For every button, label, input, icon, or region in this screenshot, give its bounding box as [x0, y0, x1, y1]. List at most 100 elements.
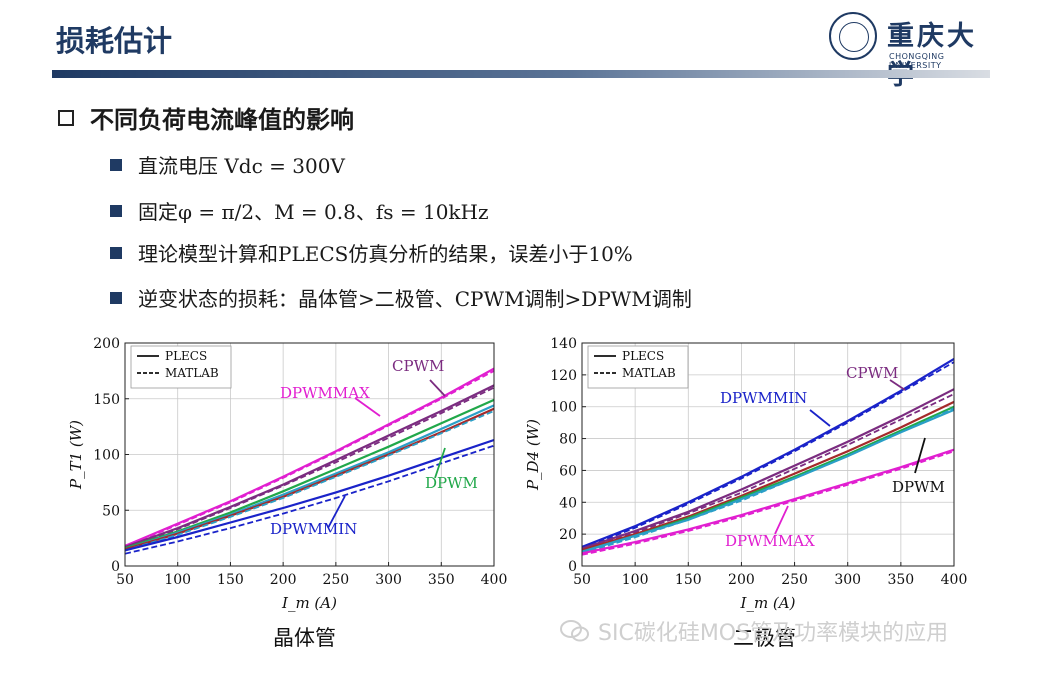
series-line-cpwm — [581, 388, 955, 550]
x-tick-label: 150 — [675, 572, 702, 588]
series-line-dpwmmin — [581, 361, 955, 550]
university-seal-icon — [829, 12, 877, 60]
series-line-cpwm — [124, 386, 495, 550]
annotation-label-dpwmmin: DPWMMIN — [720, 389, 807, 407]
y-tick-label: 50 — [102, 503, 120, 519]
checkbox-bullet-icon — [58, 109, 74, 126]
series-line-cpwm — [124, 384, 495, 549]
section-heading-text: 不同负荷电流峰值的影响 — [90, 106, 354, 134]
x-axis-label: I_m (A) — [740, 594, 796, 612]
legend-box — [587, 345, 689, 389]
wechat-icon — [560, 620, 589, 642]
y-tick-label: 0 — [111, 559, 120, 575]
diode-loss-chart: 50 100 150 200 250 300 350 400 0 20 40 60 80 100 120 14… — [524, 336, 968, 612]
annotation-pointer — [774, 505, 789, 535]
series-line-dpwm — [124, 410, 495, 552]
annotation-label-cpwm: CPWM — [392, 357, 444, 375]
annotation-label-dpwm: DPWM — [892, 478, 945, 496]
y-tick-label: 100 — [550, 400, 577, 416]
series-line-dpwmmax — [581, 448, 955, 555]
x-tick-label: 400 — [941, 572, 968, 588]
bullet-text: 理论模型计算和PLECS仿真分析的结果，误差小于10% — [138, 242, 633, 266]
annotation-label-dpwmmin: DPWMMIN — [270, 520, 357, 538]
y-tick-label: 140 — [550, 336, 577, 352]
x-tick-label: 250 — [781, 572, 808, 588]
x-tick-label: 250 — [322, 572, 349, 588]
series-line-dpwm — [581, 408, 955, 553]
x-tick-label: 350 — [428, 572, 455, 588]
x-tick-label: 50 — [573, 572, 591, 588]
plot-frame — [581, 342, 955, 567]
series-line-dpwmmin — [581, 357, 955, 548]
x-tick-label: 100 — [622, 572, 649, 588]
legend-label: MATLAB — [622, 366, 676, 380]
x-tick-label: 100 — [164, 572, 191, 588]
annotation-pointer — [327, 495, 346, 529]
x-tick-label: 150 — [217, 572, 244, 588]
x-tick-label: 350 — [887, 572, 914, 588]
legend-box — [130, 345, 232, 389]
y-tick-label: 120 — [550, 368, 577, 384]
annotation-label-cpwm: CPWM — [846, 364, 898, 382]
legend-label: PLECS — [622, 349, 664, 363]
x-tick-label: 300 — [834, 572, 861, 588]
chart-caption-transistor: 晶体管 — [273, 626, 336, 650]
annotation-pointer — [429, 379, 446, 397]
bullet-item: 逆变状态的损耗：晶体管>二极管、CPWM调制>DPWM调制 — [110, 283, 692, 312]
bullet-item: 固定φ = π/2、M = 0.8、fs = 10kHz — [110, 196, 489, 225]
series-line-dpwmmin — [124, 444, 495, 555]
series-line-dpwmmax — [581, 450, 955, 556]
bullet-text: 逆变状态的损耗：晶体管>二极管、CPWM调制>DPWM调制 — [138, 287, 692, 311]
series-line-dpwm — [124, 407, 495, 551]
legend-label: PLECS — [165, 349, 207, 363]
y-tick-label: 0 — [568, 559, 577, 575]
annotation-pointer — [914, 437, 926, 474]
series-line-dpwmmax — [124, 367, 495, 547]
series-line-dpwmmax — [124, 370, 495, 548]
legend-label: MATLAB — [165, 366, 219, 380]
x-axis-label: I_m (A) — [281, 594, 337, 612]
y-axis-label: P_D4 (W) — [524, 419, 542, 491]
y-tick-label: 200 — [93, 336, 120, 352]
series-line-dpwm — [581, 407, 955, 555]
bullet-item: 理论模型计算和PLECS仿真分析的结果，误差小于10% — [110, 238, 633, 267]
bullet-text: 固定φ = π/2、M = 0.8、fs = 10kHz — [138, 200, 489, 224]
y-tick-label: 40 — [559, 495, 577, 511]
series-line-dpwm — [124, 398, 495, 550]
x-tick-label: 300 — [375, 572, 402, 588]
y-tick-label: 80 — [559, 432, 577, 448]
y-tick-label: 60 — [559, 463, 577, 479]
section-heading: 不同负荷电流峰值的影响 — [58, 100, 354, 135]
bullet-item: 直流电压 Vdc = 300V — [110, 150, 345, 179]
x-tick-label: 200 — [728, 572, 755, 588]
watermark-text: SIC碳化硅MOS管及功率模块的应用 — [598, 621, 949, 646]
annotation-pointer — [434, 447, 446, 479]
y-tick-label: 20 — [559, 527, 577, 543]
square-bullet-icon — [110, 204, 122, 217]
y-axis-label: P_T1 (W) — [67, 420, 85, 490]
logo-english-name: CHONGQING UNIVERSITY — [889, 52, 945, 70]
chart-caption-diode: 二极管 — [733, 626, 796, 650]
x-tick-label: 50 — [116, 572, 134, 588]
annotation-pointer — [354, 397, 381, 417]
x-tick-label: 400 — [481, 572, 508, 588]
square-bullet-icon — [110, 291, 122, 304]
annotation-label-dpwmmax: DPWMMAX — [280, 384, 370, 402]
series-line-dpwm — [581, 400, 955, 552]
title-divider — [52, 70, 990, 78]
slide-title: 损耗估计 — [56, 24, 173, 58]
annotation-label-dpwm: DPWM — [425, 474, 478, 492]
series-line-dpwmmin — [124, 438, 495, 552]
watermark: SIC碳化硅MOS管及功率模块的应用 — [560, 615, 948, 647]
y-tick-label: 100 — [93, 448, 120, 464]
annotation-label-dpwmmax: DPWMMAX — [725, 532, 815, 550]
x-tick-label: 200 — [270, 572, 297, 588]
annotation-pointer — [889, 379, 906, 391]
university-logo: 重庆大学 CHONGQING UNIVERSITY — [829, 12, 999, 91]
y-tick-label: 150 — [93, 392, 120, 408]
square-bullet-icon — [110, 246, 122, 259]
square-bullet-icon — [110, 158, 122, 171]
annotation-pointer — [809, 409, 831, 427]
series-line-cpwm — [581, 393, 955, 551]
